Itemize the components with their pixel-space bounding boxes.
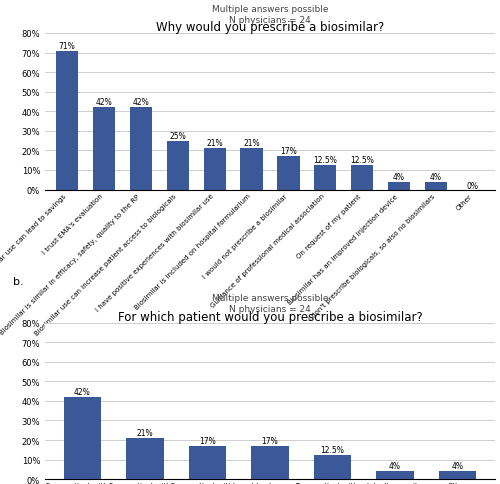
Bar <box>204 149 226 190</box>
Text: 4%: 4% <box>389 461 401 470</box>
Text: 12.5%: 12.5% <box>320 445 344 454</box>
Text: N physicians = 24: N physicians = 24 <box>229 304 311 314</box>
Text: 17%: 17% <box>199 436 216 445</box>
Bar <box>376 471 414 479</box>
Text: 42%: 42% <box>74 387 91 396</box>
Bar <box>189 446 226 479</box>
Bar <box>439 471 476 479</box>
Bar <box>278 157 299 190</box>
Text: Multiple answers possible: Multiple answers possible <box>212 294 328 302</box>
Text: 42%: 42% <box>132 98 150 107</box>
Bar <box>126 438 164 479</box>
Text: 0%: 0% <box>467 181 479 190</box>
Text: 21%: 21% <box>206 139 223 148</box>
Title: For which patient would you prescribe a biosimilar?: For which patient would you prescribe a … <box>118 310 422 323</box>
Text: 12.5%: 12.5% <box>314 156 338 165</box>
Bar <box>314 455 351 479</box>
Bar <box>314 166 336 190</box>
Text: 17%: 17% <box>280 147 297 156</box>
Bar <box>130 108 152 190</box>
Bar <box>425 182 447 190</box>
Text: 21%: 21% <box>243 139 260 148</box>
Text: 4%: 4% <box>452 461 464 470</box>
Text: b.: b. <box>14 276 24 286</box>
Text: 12.5%: 12.5% <box>350 156 374 165</box>
Text: 71%: 71% <box>59 42 76 50</box>
Text: N physicians = 24: N physicians = 24 <box>229 15 311 25</box>
Bar <box>388 182 410 190</box>
Text: 17%: 17% <box>262 436 278 445</box>
Bar <box>64 397 101 479</box>
Text: Multiple answers possible: Multiple answers possible <box>212 4 328 14</box>
Bar <box>56 51 78 190</box>
Bar <box>166 141 189 190</box>
Bar <box>240 149 262 190</box>
Bar <box>351 166 374 190</box>
Text: 42%: 42% <box>96 98 112 107</box>
Text: 4%: 4% <box>430 172 442 182</box>
Text: 25%: 25% <box>170 131 186 140</box>
Bar <box>252 446 289 479</box>
Text: 21%: 21% <box>136 428 154 437</box>
Bar <box>93 108 115 190</box>
Text: 4%: 4% <box>393 172 405 182</box>
Title: Why would you prescribe a biosimilar?: Why would you prescribe a biosimilar? <box>156 21 384 34</box>
